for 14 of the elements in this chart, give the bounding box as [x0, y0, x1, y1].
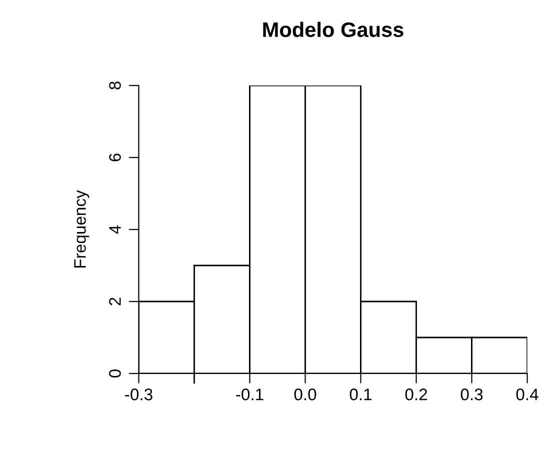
- y-tick-label: 8: [109, 82, 121, 90]
- x-tick-label: -0.1: [236, 388, 264, 400]
- x-tick-label: 0.2: [405, 388, 427, 400]
- chart-title: Modelo Gauss: [263, 22, 404, 38]
- y-tick-label: 0: [109, 370, 121, 378]
- x-tick-label: 0.0: [294, 388, 316, 400]
- y-tick-label: 6: [109, 154, 121, 162]
- x-tick-label: 0.3: [460, 388, 483, 400]
- x-tick-label: 0.4: [516, 388, 538, 400]
- x-tick-label: -0.3: [125, 388, 152, 400]
- x-tick-label: 0.1: [350, 388, 372, 400]
- y-tick-label: 4: [109, 225, 121, 234]
- y-tick-label: 2: [109, 298, 121, 306]
- y-axis-title: Frequency: [74, 190, 90, 268]
